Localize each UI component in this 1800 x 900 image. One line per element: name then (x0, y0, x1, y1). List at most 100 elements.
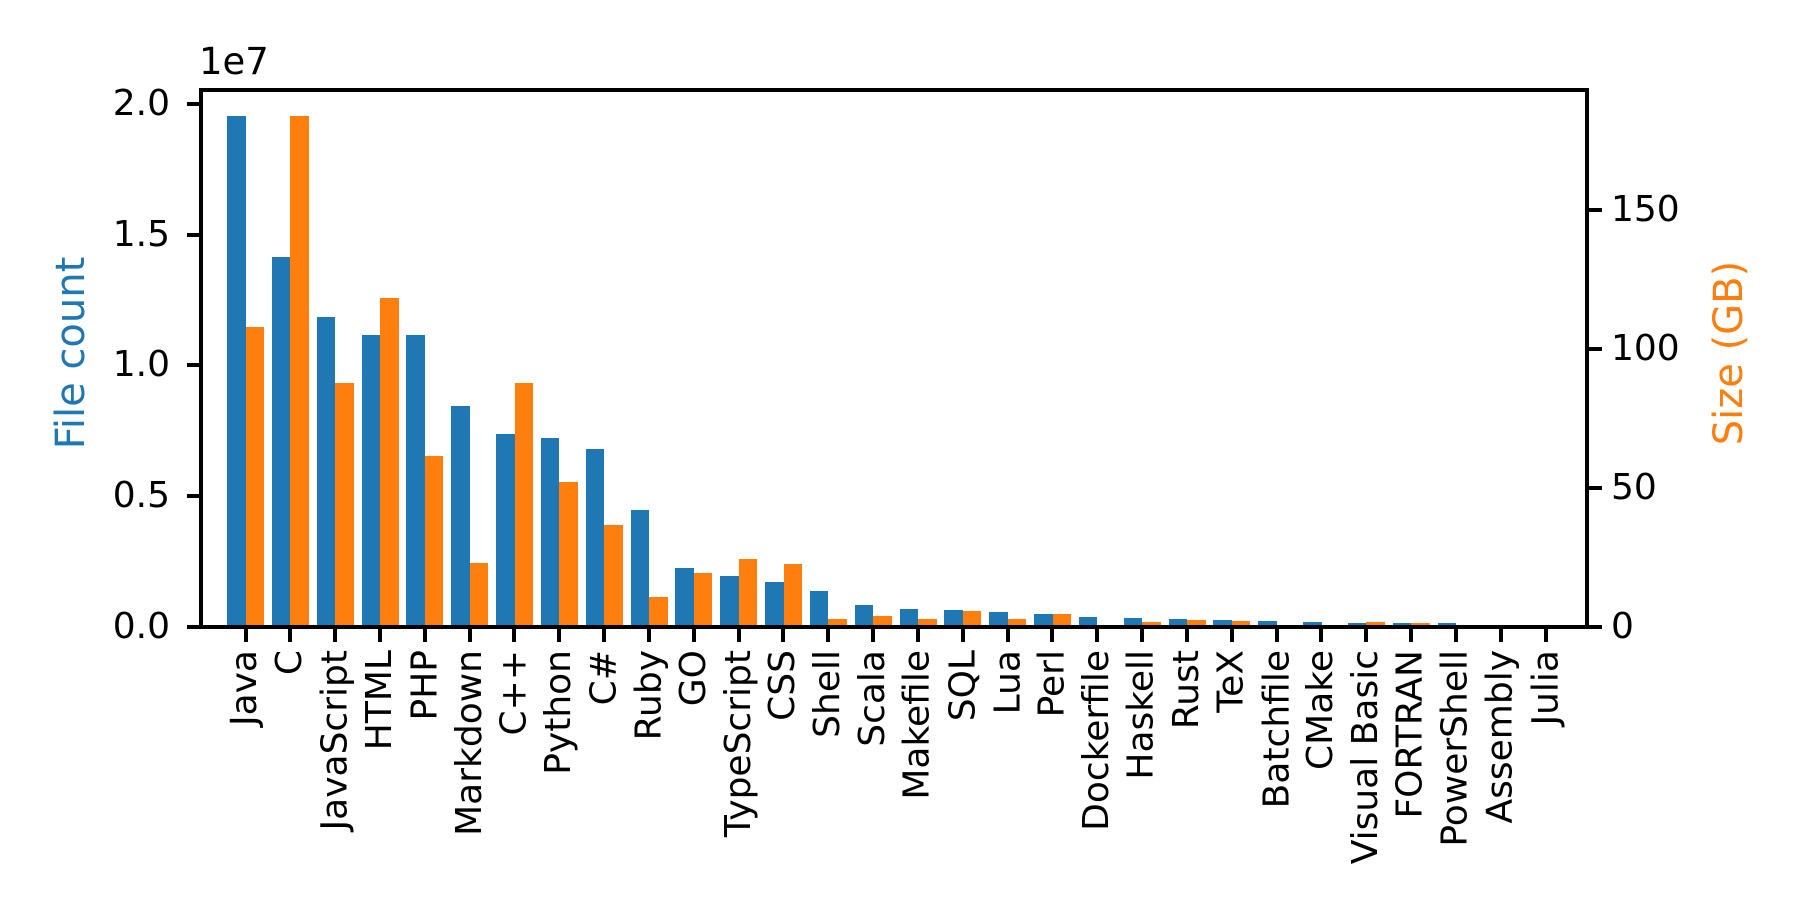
y-tick-mark-right (1589, 208, 1602, 212)
x-tick-label: HTML (359, 650, 400, 751)
x-tick-mark (333, 629, 337, 642)
y-tick-label-left: 2.0 (112, 83, 170, 124)
bar-file-count (1347, 622, 1367, 627)
x-tick-label: Visual Basic (1345, 650, 1386, 865)
bar-size-gb (649, 596, 668, 627)
bar-file-count (540, 437, 560, 627)
x-tick-mark (1454, 629, 1458, 642)
axis-offset-text: 1e7 (199, 40, 269, 83)
x-tick-label: Ruby (628, 650, 669, 741)
bar-size-gb (1366, 621, 1385, 627)
x-tick-mark (1185, 629, 1189, 642)
bar-file-count (944, 609, 963, 627)
x-tick-label: TeX (1211, 650, 1252, 713)
x-tick-mark (1275, 629, 1279, 642)
x-tick-mark (961, 629, 965, 642)
bar-size-gb (693, 573, 713, 627)
bar-size-gb (1411, 622, 1430, 627)
bar-file-count (899, 609, 918, 627)
x-tick-label: JavaScript (314, 650, 355, 831)
x-tick-label: C (269, 650, 310, 676)
x-tick-label: Perl (1031, 650, 1072, 718)
x-tick-mark (1364, 629, 1368, 642)
bar-file-count (675, 567, 694, 627)
x-tick-label: Dockerfile (1076, 650, 1117, 831)
bar-file-count (1123, 618, 1143, 627)
x-tick-label: Assembly (1480, 650, 1521, 824)
bar-size-gb (918, 618, 937, 627)
x-tick-mark (244, 629, 248, 642)
x-tick-mark (737, 629, 741, 642)
x-tick-mark (692, 629, 696, 642)
bar-file-count (496, 433, 515, 627)
bar-file-count (854, 605, 874, 627)
bar-size-gb (1007, 619, 1027, 627)
x-tick-mark (1499, 629, 1503, 642)
x-tick-mark (1319, 629, 1323, 642)
bar-size-gb (380, 298, 399, 627)
spine-bottom (199, 625, 1589, 629)
y-tick-label-left: 1.5 (112, 214, 170, 255)
bar-file-count (1034, 614, 1053, 627)
y-tick-label-right: 50 (1611, 467, 1657, 508)
spine-top (199, 88, 1589, 92)
x-tick-label: SQL (942, 650, 983, 722)
y-tick-mark-left (187, 102, 200, 106)
x-tick-mark (1544, 629, 1548, 642)
x-tick-label: PowerShell (1435, 650, 1476, 847)
bar-size-gb (424, 456, 444, 627)
y-tick-label-left: 0.5 (112, 475, 170, 516)
y-tick-label-right: 150 (1611, 189, 1680, 230)
x-tick-label: GO (673, 650, 714, 707)
bar-file-count (1303, 622, 1322, 627)
x-tick-label: Lua (987, 650, 1028, 715)
x-tick-label: C++ (493, 650, 534, 736)
bar-size-gb (559, 482, 578, 627)
x-tick-label: C# (583, 650, 624, 706)
bar-size-gb (962, 611, 982, 627)
bar-size-gb (738, 558, 758, 627)
x-tick-mark (916, 629, 920, 642)
x-tick-mark (871, 629, 875, 642)
x-tick-label: Java (224, 650, 265, 727)
bar-file-count (1213, 620, 1232, 627)
y-tick-label-left: 1.0 (112, 344, 170, 385)
x-tick-label: Shell (807, 650, 848, 738)
x-tick-mark (781, 629, 785, 642)
bar-size-gb (1052, 613, 1071, 627)
x-tick-label: Batchfile (1256, 650, 1297, 809)
x-tick-mark (423, 629, 427, 642)
bar-size-gb (1187, 619, 1206, 627)
bar-file-count (406, 334, 425, 627)
x-tick-label: Rust (1166, 650, 1207, 730)
bar-file-count (1078, 617, 1098, 627)
x-tick-mark (826, 629, 830, 642)
x-tick-label: FORTRAN (1390, 650, 1431, 819)
x-tick-label: Python (538, 650, 579, 775)
x-tick-mark (557, 629, 561, 642)
spine-left (199, 88, 203, 629)
bar-file-count (1258, 620, 1277, 627)
x-tick-mark (378, 629, 382, 642)
x-tick-label: Julia (1525, 650, 1566, 726)
bar-file-count (1168, 618, 1187, 627)
x-tick-mark (288, 629, 292, 642)
x-tick-label: CMake (1300, 650, 1341, 770)
bar-size-gb (514, 382, 533, 627)
x-tick-mark (647, 629, 651, 642)
x-tick-mark (1095, 629, 1099, 642)
y-axis-label-right: Size (GB) (1706, 260, 1752, 446)
x-tick-mark (512, 629, 516, 642)
bar-size-gb (469, 562, 489, 627)
y-tick-mark-right (1589, 625, 1602, 629)
x-tick-mark (1050, 629, 1054, 642)
bar-file-count (630, 510, 649, 627)
y-tick-mark-right (1589, 347, 1602, 351)
bar-file-count (809, 590, 829, 627)
bar-size-gb (1142, 621, 1161, 627)
bar-size-gb (828, 618, 847, 627)
bar-size-gb (783, 563, 802, 627)
x-tick-label: TypeScript (718, 650, 759, 838)
bar-file-count (316, 317, 336, 627)
